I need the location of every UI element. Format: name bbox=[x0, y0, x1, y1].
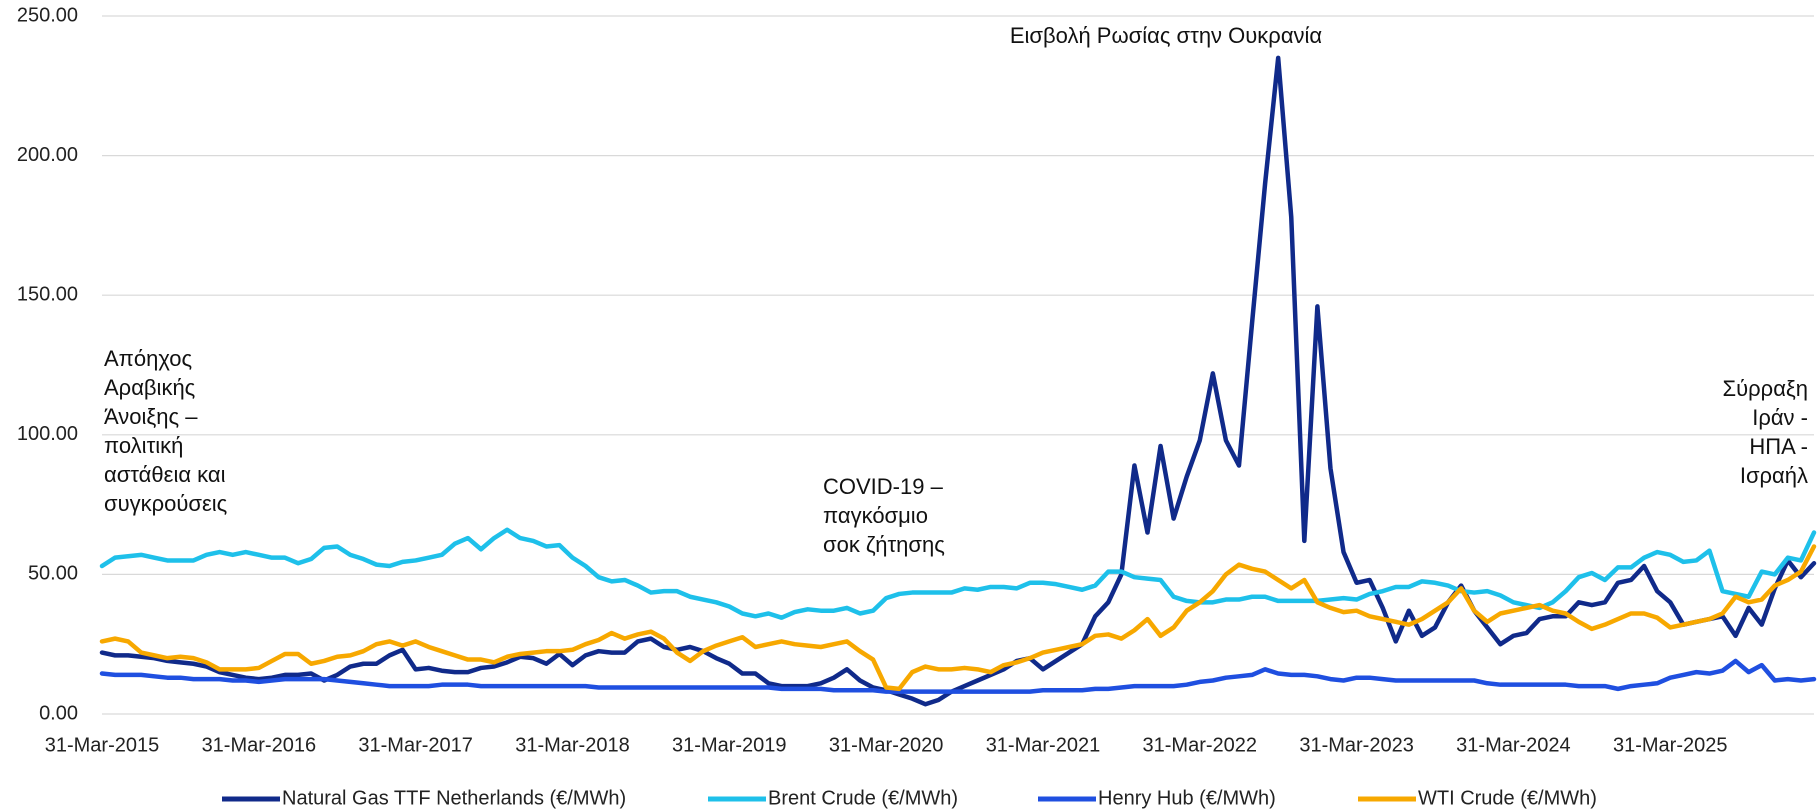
x-tick-label: 31-Mar-2024 bbox=[1456, 734, 1571, 756]
x-tick-label: 31-Mar-2016 bbox=[202, 734, 317, 756]
series-line bbox=[99, 544, 1817, 692]
annotation: Ισραήλ bbox=[1740, 463, 1808, 488]
annotation: σοκ ζήτησης bbox=[823, 532, 945, 557]
annotation: Άνοιξης – bbox=[104, 404, 198, 429]
series-line bbox=[99, 527, 1817, 620]
y-tick-label: 50.00 bbox=[28, 563, 78, 585]
y-tick-label: 100.00 bbox=[17, 423, 78, 445]
annotation: Εισβολή Ρωσίας στην Ουκρανία bbox=[1010, 23, 1323, 48]
annotation: Απόηχος bbox=[104, 346, 192, 371]
legend-label: WTI Crude (€/MWh) bbox=[1418, 787, 1597, 809]
series-line bbox=[99, 658, 1817, 694]
x-tick-label: 31-Mar-2019 bbox=[672, 734, 787, 756]
annotation: πολιτική bbox=[104, 433, 183, 458]
legend-label: Brent Crude (€/MWh) bbox=[768, 787, 958, 809]
series-line bbox=[99, 55, 1817, 707]
y-tick-label: 250.00 bbox=[17, 4, 78, 26]
legend-label: Henry Hub (€/MWh) bbox=[1098, 787, 1276, 809]
x-tick-label: 31-Mar-2021 bbox=[986, 734, 1101, 756]
annotation: συγκρούσεις bbox=[104, 491, 227, 516]
y-tick-label: 0.00 bbox=[39, 702, 78, 724]
annotation: COVID-19 – bbox=[823, 474, 944, 499]
legend-label: Natural Gas TTF Netherlands (€/MWh) bbox=[282, 787, 626, 809]
y-tick-label: 150.00 bbox=[17, 283, 78, 305]
x-tick-label: 31-Mar-2020 bbox=[829, 734, 944, 756]
annotation: Αραβικής bbox=[104, 375, 195, 400]
annotation: ΗΠΑ - bbox=[1749, 434, 1808, 459]
x-tick-label: 31-Mar-2017 bbox=[358, 734, 473, 756]
annotation: Σύρραξη bbox=[1723, 376, 1808, 401]
y-tick-label: 200.00 bbox=[17, 144, 78, 166]
annotation: παγκόσμιο bbox=[823, 503, 928, 528]
annotation: Ιράν - bbox=[1752, 405, 1808, 430]
x-tick-label: 31-Mar-2025 bbox=[1613, 734, 1728, 756]
x-tick-label: 31-Mar-2022 bbox=[1143, 734, 1258, 756]
x-tick-label: 31-Mar-2015 bbox=[45, 734, 160, 756]
x-tick-label: 31-Mar-2018 bbox=[515, 734, 630, 756]
annotation: αστάθεια και bbox=[104, 462, 226, 487]
x-tick-label: 31-Mar-2023 bbox=[1299, 734, 1414, 756]
